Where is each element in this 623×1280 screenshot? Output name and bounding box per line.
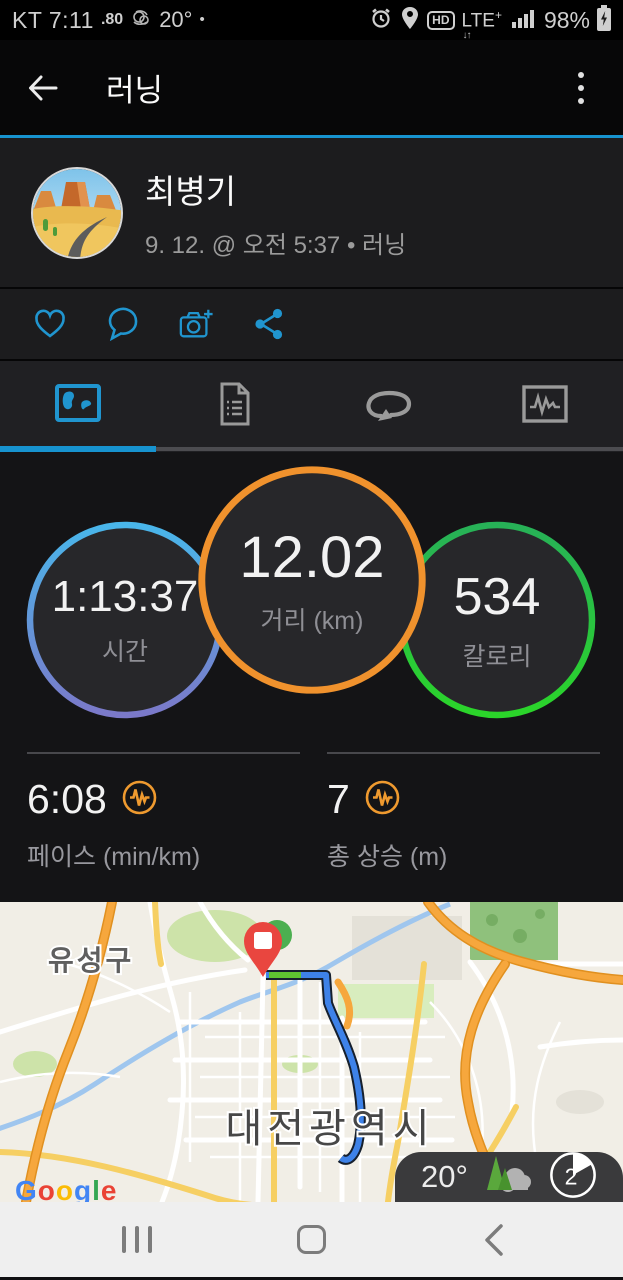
divider [0,359,623,361]
details-icon [220,382,250,425]
like-button[interactable] [32,306,68,342]
add-photo-button[interactable] [178,306,214,342]
activity-header: 최병기 9. 12. @ 오전 5:37 • 러닝 [0,138,623,287]
signal-strength-icon [511,6,537,35]
share-button[interactable] [251,306,287,342]
tab-charts[interactable] [467,361,623,446]
battery-charging-icon [597,4,611,36]
pace-label: 페이스 (min/km) [27,843,201,871]
home-button[interactable] [276,1210,346,1270]
alarm-icon [369,6,393,35]
gauge-icon [121,779,158,821]
hd-voice-icon: HD [427,10,455,30]
status-temperature: 20° [159,7,193,32]
summary-stats-section: 1:13:37 시간 12.02 거리 (km) 534 칼로리 [0,452,623,902]
notification-dot: • [199,11,205,28]
back-button[interactable] [8,53,78,123]
tab-details[interactable] [156,361,312,446]
ascent-stat: 7 총 상승 (m) [300,752,600,873]
distance-circle: 12.02 거리 (km) [196,464,428,696]
calories-label: 칼로리 [462,643,532,671]
system-nav-bar [0,1202,623,1277]
divider [0,287,623,289]
social-action-row [0,289,623,359]
time-circle: 1:13:37 시간 [25,520,225,720]
activity-tab-bar [0,361,623,446]
avatar[interactable] [31,166,123,259]
tab-indicator-track [155,447,623,451]
recents-button[interactable] [102,1210,172,1270]
pace-stat: 6:08 페이스 (min/km) [0,752,300,873]
map-snapshot-icon [54,383,101,422]
tab-indicator-active [0,446,156,452]
ascent-value: 7 [327,776,350,822]
map-city-label: 대전광역시 [226,1107,435,1151]
wind-value: 2 [565,1163,578,1189]
weather-temperature: 20° [421,1159,468,1194]
laps-icon [366,390,412,421]
fine-dust-value: .80 [100,11,124,28]
location-icon [400,6,420,35]
calories-value: 534 [453,568,541,626]
tab-laps[interactable] [312,361,468,446]
charts-icon [522,384,568,423]
google-attribution: Google [15,1175,118,1202]
app-bar: 러닝 [0,40,623,138]
wind-direction-dial: 2 [548,1150,598,1203]
activity-date: 9. 12. @ 오전 5:37 • 러닝 [145,232,407,259]
time-label: 시간 [101,638,148,666]
distance-value: 12.02 [239,524,385,590]
battery-percent: 98% [543,6,590,33]
time-value: 1:13:37 [51,572,199,621]
ascent-label: 총 상승 (m) [327,843,448,871]
trees-cloud-icon [482,1154,534,1201]
carrier-and-clock: KT 7:11 [12,6,94,33]
route-map[interactable]: 유성구 대전광역시 Google 20° 2 [0,902,623,1202]
tab-map-snapshot[interactable] [0,361,156,446]
lte-plus-icon: LTE+ ↓↑ [461,7,502,42]
weather-overlay: 20° 2 [395,1150,623,1203]
page-title: 러닝 [106,73,164,108]
comment-button[interactable] [105,306,141,342]
map-district-label: 유성구 [48,945,134,976]
distance-label: 거리 (km) [260,606,364,635]
pace-value: 6:08 [27,776,107,822]
calories-circle: 534 칼로리 [397,520,597,720]
fine-dust-icon [130,7,152,34]
overflow-menu-button[interactable] [561,58,601,118]
gauge-icon [364,779,401,821]
user-name: 최병기 [145,173,237,210]
tab-indicator [0,446,623,452]
status-bar: KT 7:11 .80 20° • HD LTE+ ↓↑ [0,0,623,42]
nav-back-button[interactable] [459,1210,529,1270]
